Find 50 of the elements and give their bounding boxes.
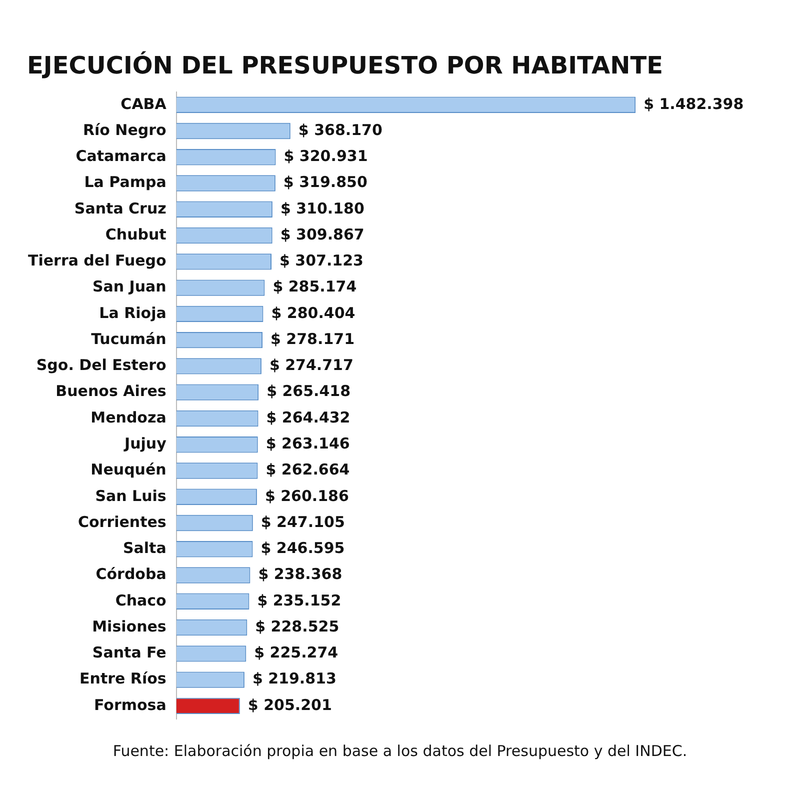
data-label: $ 307.123 <box>279 252 364 270</box>
y-tick-label: Tucumán <box>91 330 166 348</box>
y-tick-label: Neuquén <box>90 460 166 479</box>
y-tick-label: Corrientes <box>78 512 166 531</box>
data-label: $ 320.931 <box>284 147 368 166</box>
y-tick-label: Tierra del Fuego <box>28 252 166 270</box>
y-tick-label: Formosa <box>94 696 166 714</box>
data-label: $ 1.482.398 <box>644 94 744 113</box>
data-label: $ 285.174 <box>272 278 357 296</box>
chart-title: EJECUCIÓN DEL PRESUPUESTO POR HABITANTE <box>27 50 663 80</box>
y-tick-label: San Luis <box>95 486 166 505</box>
data-label: $ 219.813 <box>252 670 336 688</box>
y-tick-label: Chubut <box>105 225 166 244</box>
data-label: $ 260.186 <box>264 486 349 505</box>
data-label: $ 310.180 <box>280 199 364 218</box>
data-label: $ 280.404 <box>271 304 356 322</box>
data-label: $ 246.595 <box>260 539 345 558</box>
y-tick-label: Jujuy <box>123 434 167 452</box>
y-tick-label: Buenos Aires <box>56 382 166 400</box>
data-label: $ 228.525 <box>255 617 340 636</box>
data-label: $ 225.274 <box>254 644 338 662</box>
y-tick-label: Sgo. Del Estero <box>36 356 166 374</box>
data-label: $ 235.152 <box>257 591 342 610</box>
data-label: $ 368.170 <box>298 120 382 139</box>
y-tick-label: Misiones <box>92 617 166 636</box>
y-tick-label: Río Negro <box>82 120 166 139</box>
data-label: $ 238.368 <box>258 565 342 584</box>
data-label: $ 274.717 <box>269 356 354 374</box>
y-tick-label: Santa Cruz <box>74 199 167 218</box>
y-tick-label: Salta <box>122 539 166 558</box>
source-note: Fuente: Elaboración propia en base a los datos del Presupuesto y del INDEC. <box>112 742 688 760</box>
y-tick-label: Entre Ríos <box>80 670 166 688</box>
y-tick-label: La Pampa <box>84 173 166 192</box>
y-tick-label: La Rioja <box>99 304 166 322</box>
data-label: $ 309.867 <box>280 225 364 244</box>
data-label: $ 265.418 <box>266 382 351 400</box>
y-tick-label: CABA <box>120 94 167 113</box>
data-label: $ 205.201 <box>248 696 332 714</box>
y-tick-label: Córdoba <box>96 565 166 584</box>
data-label: $ 264.432 <box>266 408 350 426</box>
data-label: $ 278.171 <box>270 330 355 348</box>
data-label: $ 319.850 <box>283 173 368 192</box>
y-tick-label: Chaco <box>115 591 166 610</box>
y-tick-label: Santa Fe <box>92 644 166 662</box>
data-label: $ 247.105 <box>260 512 345 531</box>
y-tick-label: San Juan <box>92 278 166 296</box>
y-tick-label: Catamarca <box>76 147 166 166</box>
data-label: $ 262.664 <box>266 460 350 479</box>
data-label: $ 263.146 <box>266 434 350 452</box>
y-tick-label: Mendoza <box>90 408 166 426</box>
